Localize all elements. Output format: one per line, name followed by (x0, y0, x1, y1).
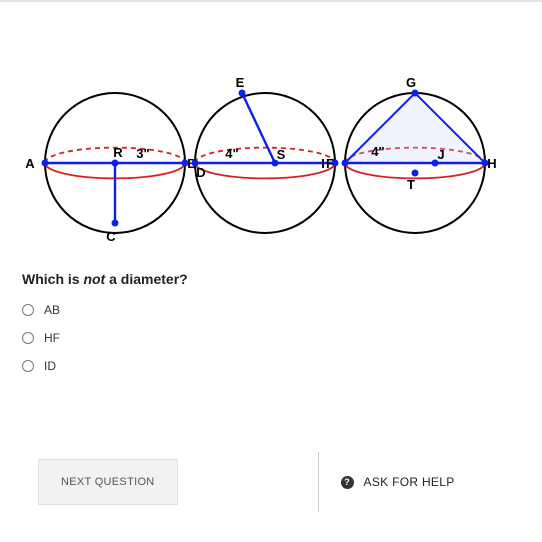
svg-text:D: D (196, 165, 205, 180)
radio-ab[interactable] (22, 304, 34, 316)
options-group: AB HF ID (22, 303, 542, 373)
question-text: Which is not a diameter? (22, 271, 542, 287)
svg-text:3": 3" (136, 146, 149, 161)
label-id[interactable]: ID (44, 359, 56, 373)
svg-text:J: J (437, 147, 444, 162)
label-ab[interactable]: AB (44, 303, 60, 317)
svg-text:A: A (25, 156, 35, 171)
question-italic: not (83, 271, 105, 287)
sphere-diagram: ABCR3"DIES4"FHGJT4" (20, 78, 510, 248)
footer-divider (318, 452, 319, 512)
svg-text:C: C (106, 229, 116, 244)
svg-text:4": 4" (225, 146, 238, 161)
radio-id[interactable] (22, 360, 34, 372)
svg-text:H: H (487, 156, 496, 171)
footer: NEXT QUESTION ? ASK FOR HELP (0, 452, 542, 512)
next-question-button[interactable]: NEXT QUESTION (38, 459, 178, 505)
svg-text:S: S (277, 147, 286, 162)
option-id[interactable]: ID (22, 359, 542, 373)
top-border (0, 0, 542, 2)
option-hf[interactable]: HF (22, 331, 542, 345)
svg-text:T: T (407, 177, 415, 192)
ask-for-help-button[interactable]: ? ASK FOR HELP (341, 475, 455, 489)
label-hf[interactable]: HF (44, 331, 60, 345)
question-prefix: Which is (22, 271, 83, 287)
svg-text:G: G (406, 78, 416, 90)
svg-text:E: E (236, 78, 245, 90)
option-ab[interactable]: AB (22, 303, 542, 317)
help-icon: ? (341, 476, 354, 489)
svg-text:R: R (113, 145, 123, 160)
svg-text:F: F (326, 156, 334, 171)
ask-for-help-label: ASK FOR HELP (364, 475, 455, 489)
svg-text:4": 4" (371, 144, 384, 159)
svg-text:I: I (321, 156, 325, 171)
radio-hf[interactable] (22, 332, 34, 344)
question-suffix: a diameter? (105, 271, 187, 287)
